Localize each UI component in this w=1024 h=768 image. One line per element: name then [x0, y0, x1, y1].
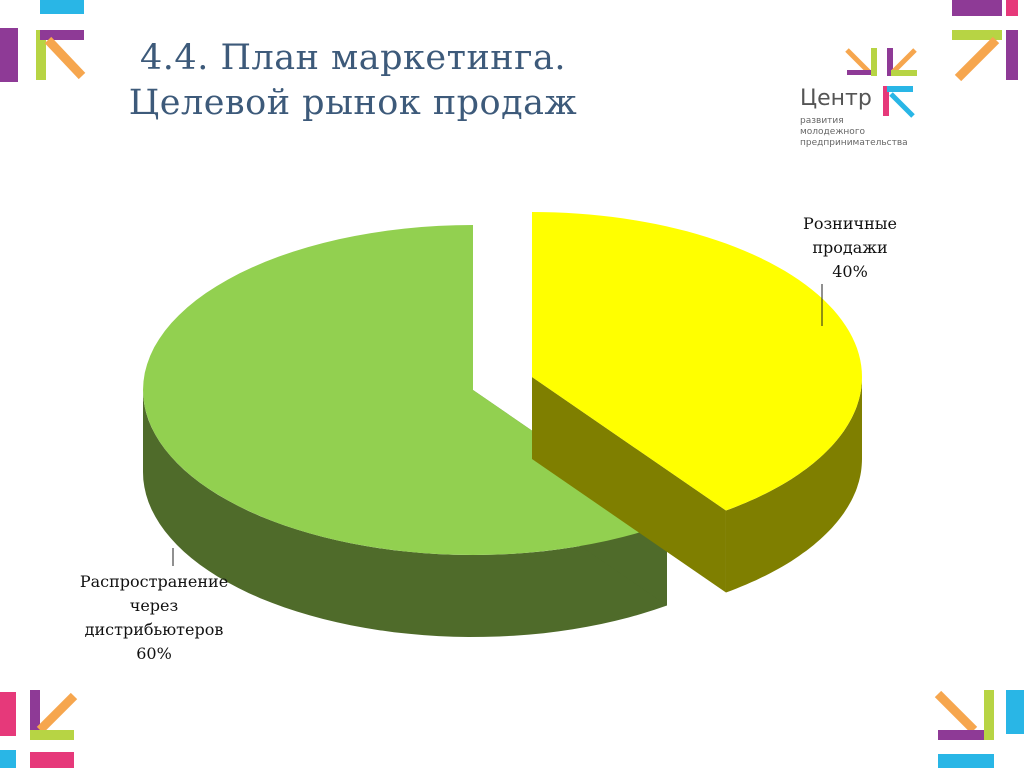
logo-sub-line-3: предпринимательства	[800, 138, 908, 148]
slice-label-retail: Розничные продажи 40%	[803, 214, 897, 281]
logo-mark-icon	[845, 48, 917, 118]
title-line-1: 4.4. План маркетинга.	[140, 38, 566, 78]
title-line-2: Целевой рынок продаж	[128, 83, 578, 123]
page-title: 4.4. План маркетинга. Целевой рынок прод…	[108, 36, 598, 126]
corner-decoration-top-right	[952, 0, 1018, 82]
slice-label-distribution: Распространение через дистрибьютеров 60%	[79, 572, 229, 663]
logo-subtitle: развития молодежного предпринимательства	[800, 116, 930, 149]
logo-name: Центр	[800, 86, 872, 111]
pie-slice-distribution	[143, 225, 667, 555]
logo-sub-line-2: молодежного	[800, 127, 866, 137]
corner-decoration-bottom-right	[934, 690, 1024, 768]
logo: Центр развития молодежного предпринимате…	[795, 42, 925, 162]
pie-slice-distribution-side	[143, 390, 667, 637]
pie-slice-retail-cut	[532, 377, 726, 593]
logo-sub-line-1: развития	[800, 116, 844, 126]
corner-decoration-top-left	[0, 0, 86, 82]
pie-slice-retail	[532, 212, 862, 511]
pie-slice-retail-side	[726, 377, 862, 593]
corner-decoration-bottom-left	[0, 690, 78, 768]
